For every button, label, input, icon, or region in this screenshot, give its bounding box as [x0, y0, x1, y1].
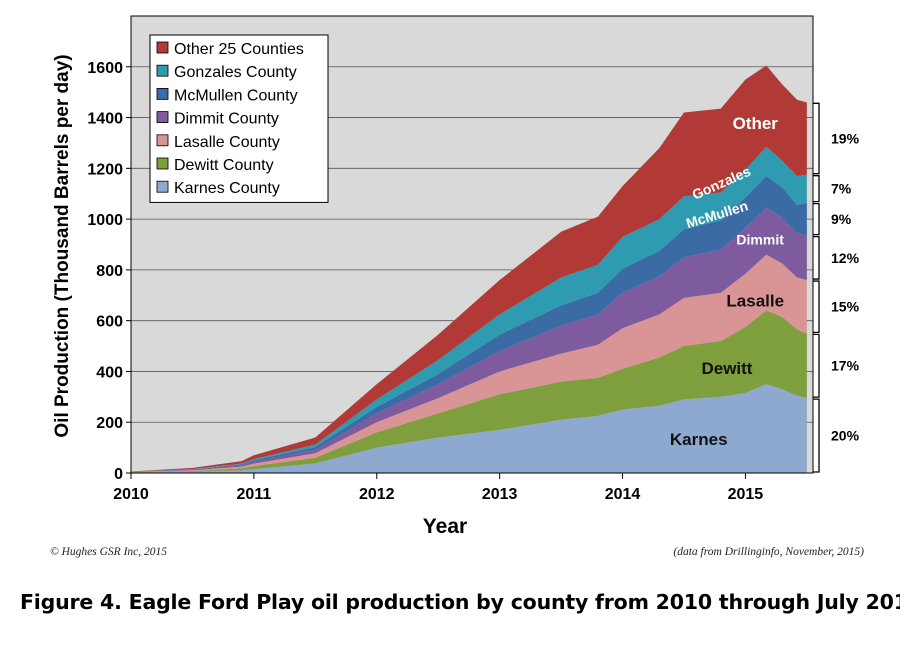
series-label-other: Other — [733, 114, 779, 133]
share-label: 17% — [831, 358, 860, 374]
share-bracket — [813, 235, 820, 280]
legend-entry: Other 25 Counties — [174, 41, 304, 58]
share-label: 15% — [831, 299, 860, 315]
share-bracket — [813, 175, 820, 203]
y-tick-label: 1200 — [87, 161, 123, 178]
y-tick-label: 400 — [96, 364, 123, 381]
share-bracket — [813, 202, 820, 236]
y-tick-label: 1000 — [87, 212, 123, 229]
x-tick-label: 2010 — [113, 486, 149, 503]
legend-entry: Dewitt County — [174, 157, 274, 174]
legend-box — [149, 34, 329, 203]
series-label-lasalle: Lasalle — [726, 292, 784, 311]
legend-entry: Dimmit County — [174, 111, 279, 128]
copyright-credit: © Hughes GSR Inc, 2015 — [50, 546, 168, 558]
area-gonzales-county — [131, 146, 807, 472]
x-axis-label: Year — [423, 515, 467, 538]
area-dewitt-county — [131, 310, 807, 473]
legend-swatch — [156, 41, 169, 54]
share-label: 12% — [831, 250, 860, 266]
plot-frame — [130, 15, 814, 474]
series-label-karnes: Karnes — [670, 430, 728, 449]
legend-entry: Karnes County — [174, 180, 280, 197]
y-axis-label: Oil Production (Thousand Barrels per day… — [52, 54, 73, 437]
share-label: 20% — [831, 428, 860, 444]
legend-swatch — [156, 134, 169, 147]
share-bracket — [813, 398, 820, 473]
share-label: 7% — [831, 181, 852, 197]
area-other-25-counties — [131, 65, 807, 472]
series-label-dimmit: Dimmit — [736, 232, 784, 248]
share-bracket — [813, 280, 820, 334]
share-bracket — [813, 333, 820, 398]
y-tick-label: 1600 — [87, 60, 123, 77]
y-tick-label: 800 — [96, 263, 123, 280]
x-tick-label: 2011 — [237, 486, 272, 503]
legend-swatch — [156, 111, 169, 123]
y-tick-label: 200 — [96, 415, 123, 432]
y-tick-label: 0 — [114, 466, 123, 483]
data-source-credit: (data from Drillinginfo, November, 2015) — [673, 546, 864, 558]
legend-entry: Lasalle County — [174, 134, 280, 151]
share-label: 19% — [831, 131, 860, 147]
figure-caption: Figure 4. Eagle Ford Play oil production… — [20, 590, 900, 614]
legend-swatch — [156, 88, 169, 100]
share-label: 9% — [831, 211, 852, 227]
y-tick-label: 600 — [96, 314, 123, 331]
legend-swatch — [156, 64, 169, 77]
legend-entry: McMullen County — [174, 87, 298, 104]
legend-entry: Gonzales County — [174, 64, 297, 81]
share-bracket — [813, 102, 820, 175]
series-label-dewitt: Dewitt — [701, 359, 752, 378]
x-tick-label: 2013 — [482, 486, 518, 503]
y-tick-label: 1400 — [87, 111, 123, 128]
area-mcmullen-county — [131, 175, 807, 472]
legend-swatch — [156, 180, 169, 193]
x-tick-label: 2012 — [359, 486, 395, 503]
legend-swatch — [156, 157, 169, 170]
x-tick-label: 2014 — [605, 486, 641, 503]
x-tick-label: 2015 — [728, 486, 764, 503]
area-dimmit-county — [131, 207, 807, 472]
area-karnes-county — [131, 384, 807, 473]
